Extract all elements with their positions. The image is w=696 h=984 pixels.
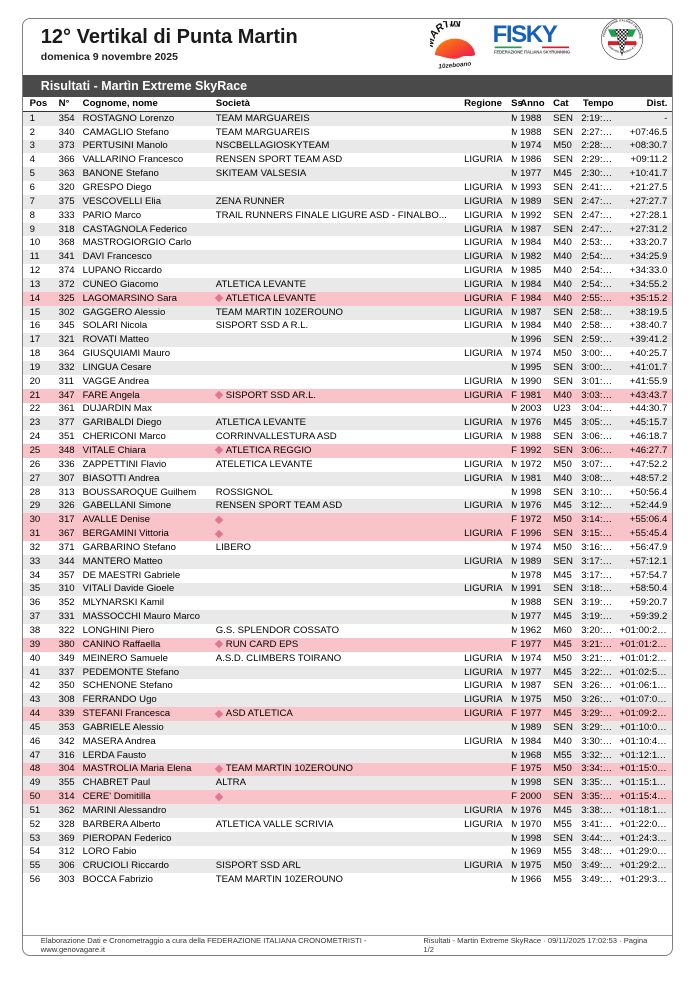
svg-text:FISKY: FISKY [494, 21, 558, 48]
svg-text:10zeboano: 10zeboano [439, 60, 473, 70]
svg-text:FEDERAZIONE ITALIANA SKYRUNNIN: FEDERAZIONE ITALIANA SKYRUNNING [494, 49, 571, 54]
